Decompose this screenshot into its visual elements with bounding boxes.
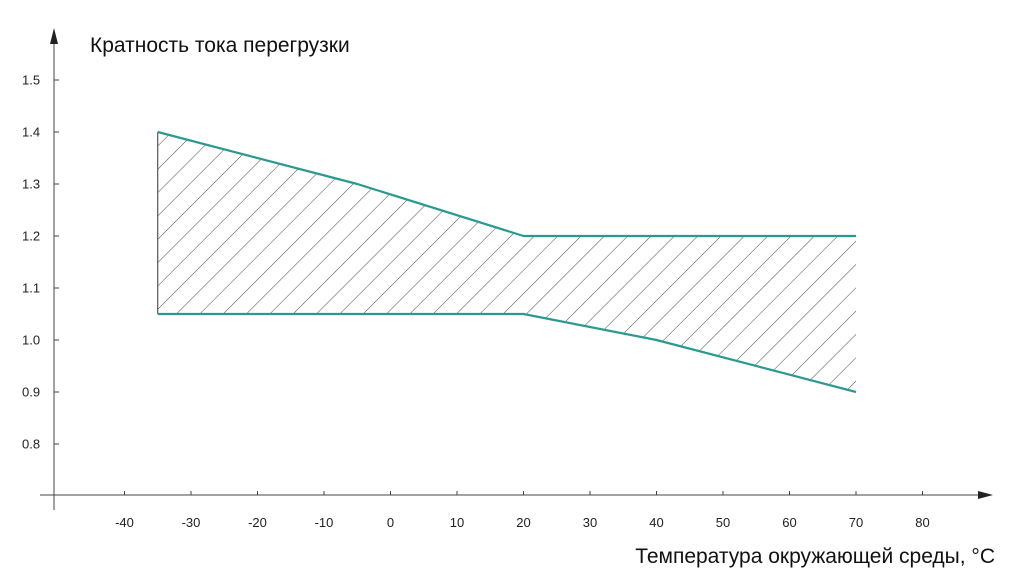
x-tick-label: 0: [387, 515, 394, 530]
y-tick-label: 0.8: [22, 437, 40, 452]
x-tick-label: 40: [649, 515, 663, 530]
y-tick-label: 1.5: [22, 73, 40, 88]
upper-boundary-line: [157, 130, 856, 238]
lower-boundary-line: [157, 312, 857, 394]
hatched-band: [157, 132, 856, 392]
x-tick-label: 70: [849, 515, 863, 530]
ticks-layer: -40 -30 -20 -10 0 10 20 30 40 50 60 70 80 0.8 0.9 1.0 1.…: [22, 73, 930, 531]
x-tick-label: -10: [315, 515, 334, 530]
series-layer: [157, 130, 857, 394]
y-tick-label: 1.1: [22, 281, 40, 296]
x-axis-title: Температура окружающей среды, °C: [635, 545, 995, 568]
x-tick-label: 30: [583, 515, 597, 530]
y-axis-arrow: [50, 28, 58, 44]
band-layer: [157, 132, 856, 392]
x-tick-label: 10: [450, 515, 464, 530]
x-tick-label: 50: [716, 515, 730, 530]
y-tick-label: 1.3: [22, 177, 40, 192]
x-axis-arrow: [978, 491, 993, 499]
x-tick-label: 60: [782, 515, 796, 530]
x-tick-label: -40: [115, 515, 134, 530]
x-tick-label: 80: [915, 515, 929, 530]
y-tick-label: 1.2: [22, 229, 40, 244]
x-tick-label: -30: [182, 515, 201, 530]
x-tick-label: -20: [248, 515, 267, 530]
y-tick-label: 1.4: [22, 125, 40, 140]
x-tick-label: 20: [516, 515, 530, 530]
y-tick-label: 1.0: [22, 333, 40, 348]
y-tick-label: 0.9: [22, 385, 40, 400]
axes: [40, 28, 993, 510]
y-axis-title: Кратность тока перегрузки: [90, 34, 350, 57]
